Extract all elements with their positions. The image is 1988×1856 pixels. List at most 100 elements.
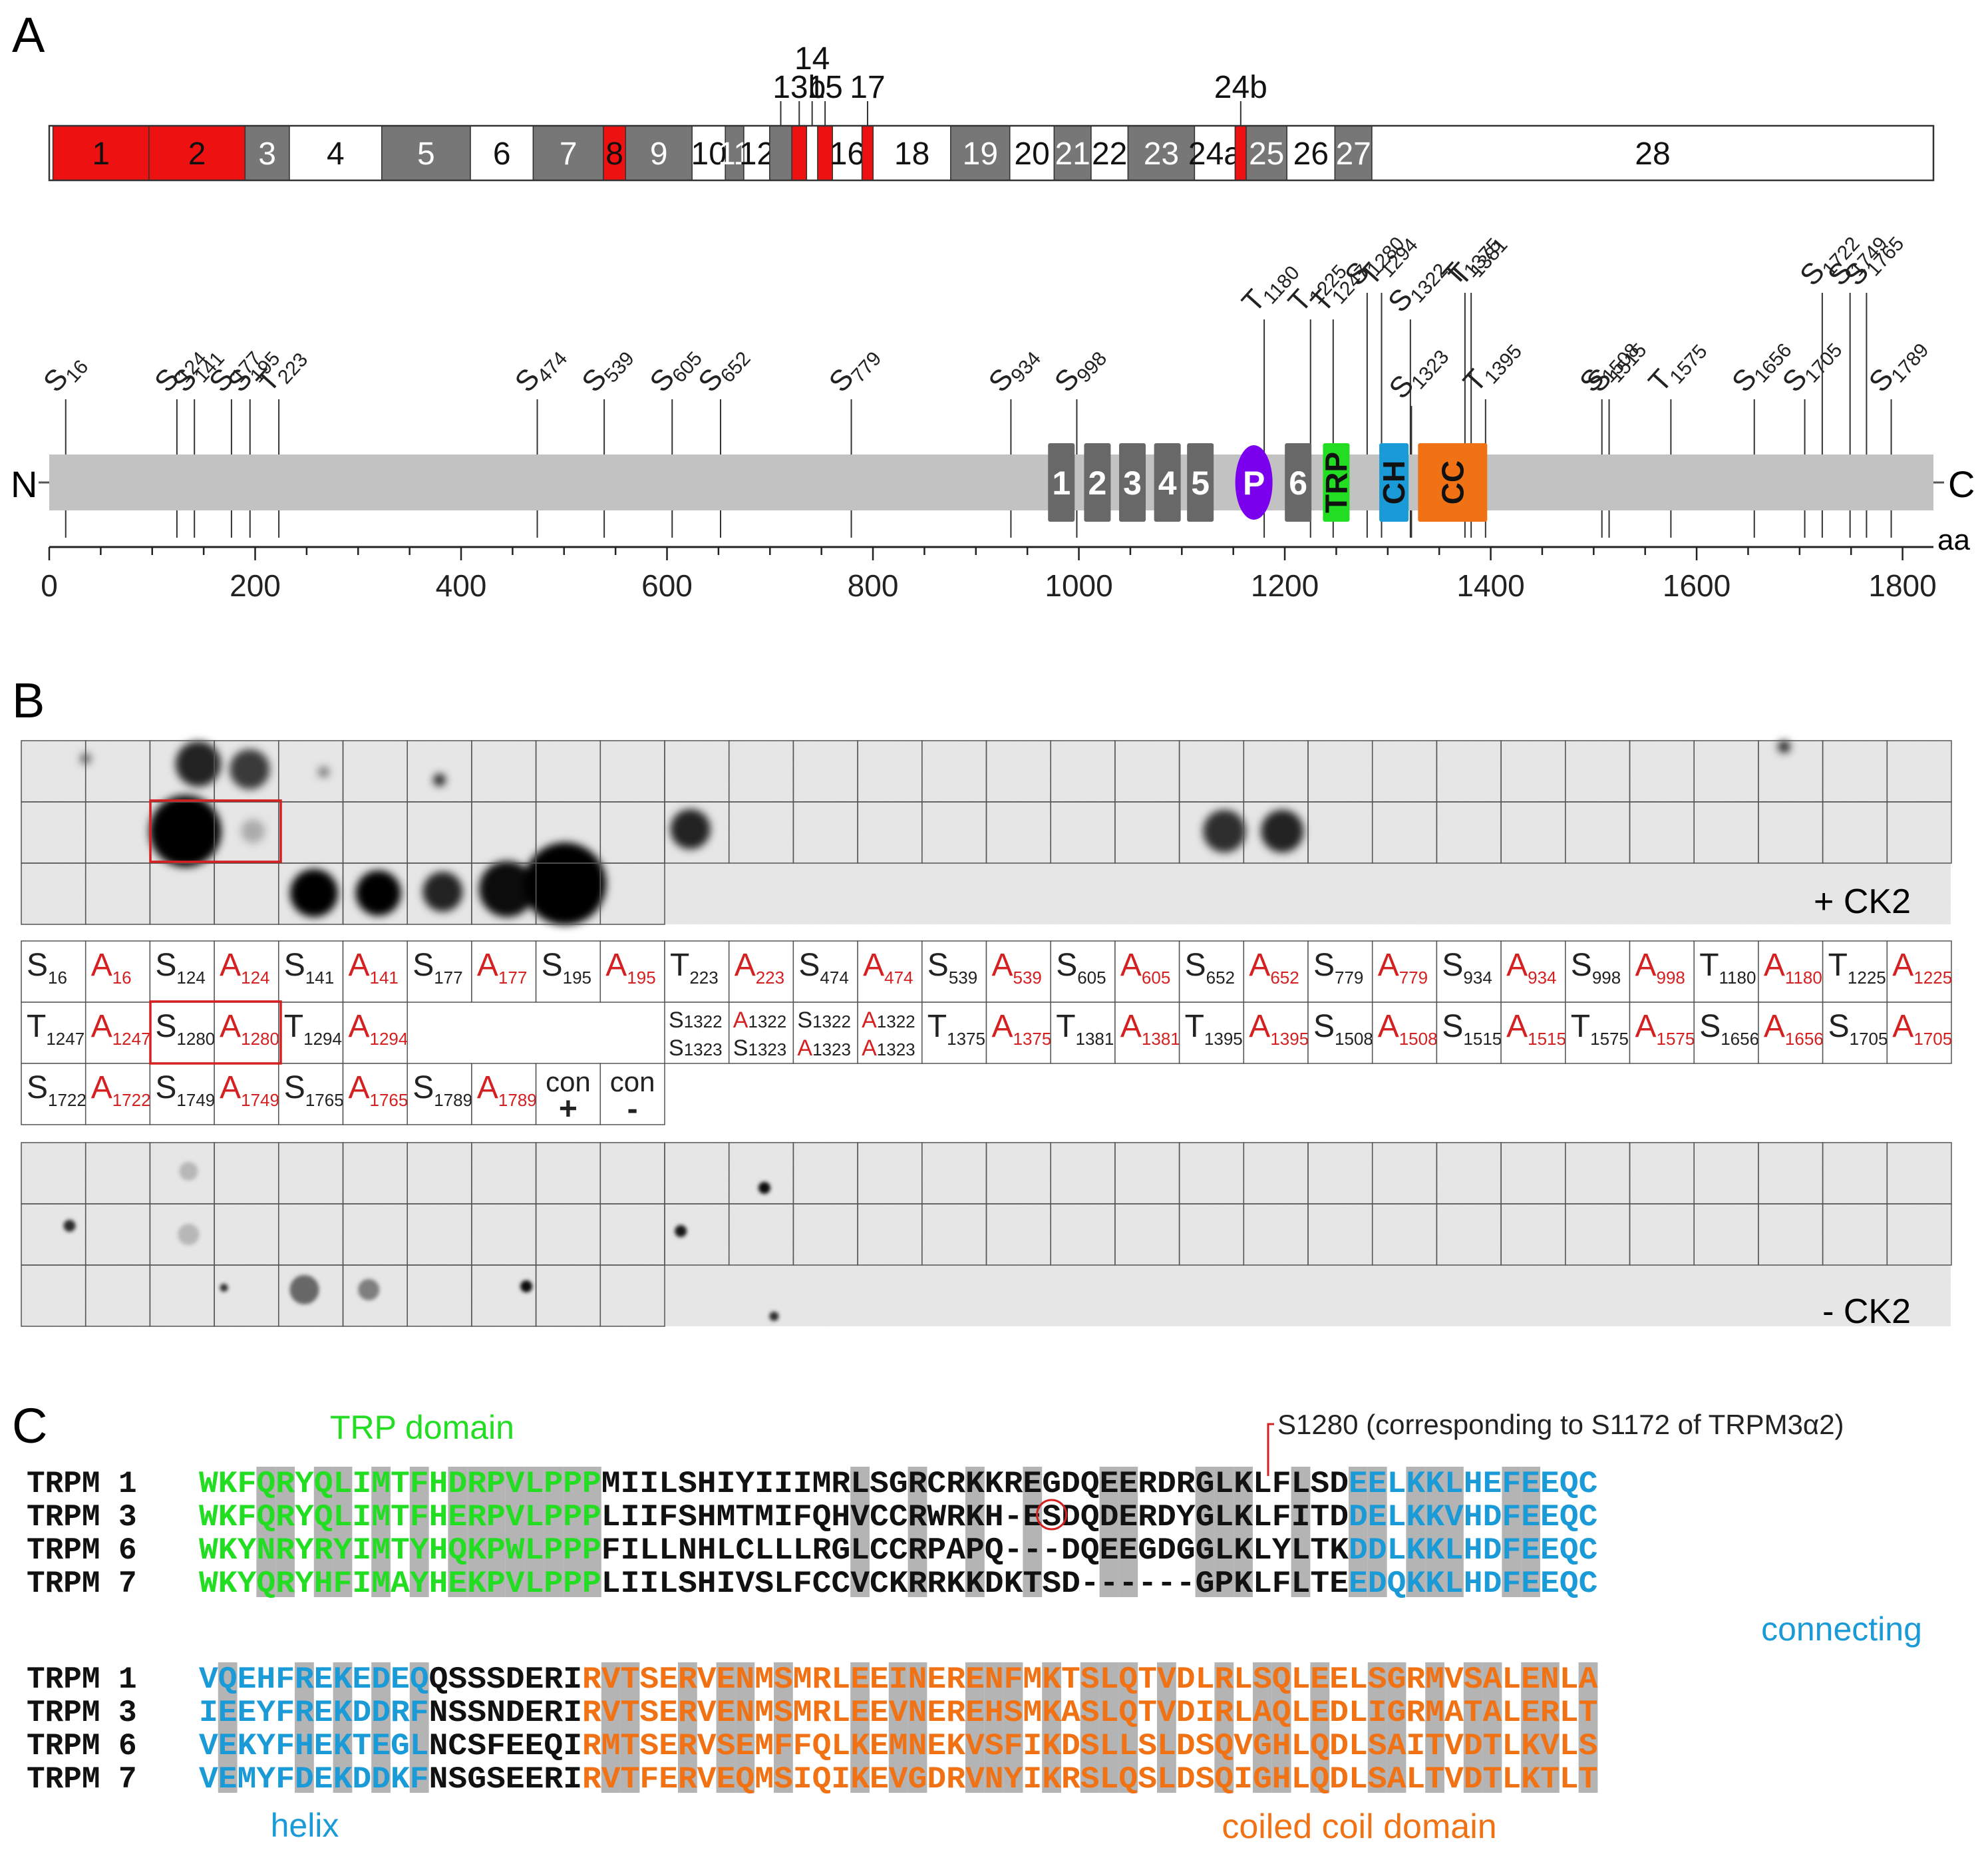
exon-label-17: 17: [850, 70, 885, 105]
control-label: con: [610, 1066, 655, 1097]
conservation-shade: [1099, 1662, 1119, 1793]
exon-label-28: 28: [1635, 136, 1670, 172]
peptide-cell: [472, 1002, 536, 1063]
conservation-shade: [371, 1662, 391, 1793]
domain-3: [1119, 443, 1146, 522]
exon-label-19: 19: [963, 136, 998, 172]
site-label-T1575: T1575: [1642, 330, 1711, 401]
exon-24b: [1234, 125, 1247, 181]
conservation-shade: [409, 1662, 429, 1793]
peptide-label: S1656: [1699, 1009, 1759, 1049]
blot-minus-ck2: - CK2: [21, 1142, 1952, 1331]
conservation-shade: [524, 1467, 544, 1597]
peptide-cell: [1822, 940, 1888, 1003]
peptide-cell: [1114, 1002, 1180, 1064]
peptide-label: S474: [798, 948, 848, 988]
axis-tick-label-1800: 1800: [1868, 568, 1936, 603]
peptide-cell: [1886, 1002, 1952, 1064]
s1280-pointer: [1267, 1423, 1274, 1476]
peptide-label: A1789: [477, 1070, 537, 1110]
sequence-row: WKFQRYQLIMTFHERPVLPPP LIIFSHMTMIFQHVCCRWR…: [199, 1500, 1597, 1535]
peptide-label: A141: [349, 948, 399, 988]
conservation-shade: [1521, 1467, 1540, 1597]
domain-ch: [1379, 443, 1409, 522]
domain-6: [1285, 443, 1312, 522]
sequence-row: IEEYFREKDDRF NSSNDERI RVTSERVENMSMRLEEVNER…: [199, 1696, 1597, 1730]
conservation-shade: [620, 1662, 640, 1793]
sequence-name: TRPM 3: [27, 1696, 137, 1730]
peptide-label: A474: [863, 948, 913, 988]
conservation-shade: [1080, 1662, 1100, 1793]
peptide-label: S934: [1442, 948, 1492, 988]
exon-16: [832, 125, 863, 181]
s1280-site-label: S1280 (corresponding to S1172 of TRPM3α2…: [1277, 1409, 1844, 1440]
peptide-cell: [1500, 940, 1566, 1003]
exon-label-13a: 13a: [754, 70, 807, 105]
exon-label-20: 20: [1014, 136, 1049, 172]
exon-label-14: 14: [794, 41, 830, 77]
axis-tick-label-800: 800: [848, 568, 899, 603]
blot-spot: [422, 872, 463, 912]
conservation-shade: [505, 1467, 525, 1597]
conservation-shade: [218, 1662, 238, 1793]
conservation-shade: [735, 1662, 755, 1793]
peptide-cell: [535, 940, 601, 1003]
conservation-shade: [965, 1662, 985, 1793]
exon-28: [1371, 125, 1934, 181]
domain-1: [1048, 443, 1075, 522]
conservation-shade: [1195, 1467, 1215, 1597]
peptide-label: S1765: [284, 1070, 344, 1110]
sequence-name: TRPM 1: [27, 1662, 137, 1697]
peptide-label: T1375: [927, 1009, 985, 1049]
trp-domain-label: TRP domain: [330, 1409, 514, 1446]
peptide-label: A605: [1120, 948, 1170, 988]
site-label-S998: S998: [1048, 337, 1111, 401]
peptide-cell: [921, 1002, 987, 1064]
conservation-shade: [965, 1467, 985, 1597]
domain-cc: [1418, 443, 1488, 522]
blot-spot: [358, 1279, 380, 1300]
sequence-row: WKYNRYRYIMTYHQKPWLPPP FILLNHLCLLLRGLCCRPA…: [199, 1533, 1597, 1568]
exon-10: [691, 125, 726, 181]
conservation-shade: [1271, 1662, 1291, 1793]
conservation-shade: [1521, 1662, 1540, 1793]
peptide-cell: [1886, 940, 1952, 1003]
site-label-S1789: S1789: [1863, 329, 1933, 401]
sequence-row: VEMYFDEKDDKF NSGSEERI RVTFERVEQMSIQIKEVGDR…: [199, 1762, 1597, 1797]
peptide-label: A124: [220, 948, 269, 988]
conservation-shade: [1578, 1662, 1598, 1793]
peptide-label: T1225: [1828, 948, 1886, 988]
peptide-label: A1323: [862, 1035, 915, 1061]
site-label-S934: S934: [982, 337, 1045, 401]
exon-label-26: 26: [1293, 136, 1329, 172]
connecting-label: connecting: [1761, 1610, 1922, 1648]
peptide-label: S1323: [733, 1035, 787, 1061]
peptide-cell: [214, 1063, 279, 1125]
peptide-cell: [407, 1063, 472, 1125]
peptide-cell: [1758, 1002, 1824, 1064]
exon-label-23: 23: [1144, 136, 1179, 172]
peptide-cell: [149, 1063, 215, 1125]
peptide-label: A1575: [1635, 1009, 1695, 1049]
domain-label-6: 6: [1289, 464, 1307, 502]
conservation-shade: [908, 1467, 927, 1597]
conservation-shade: [1349, 1467, 1368, 1597]
peptide-cell: [1629, 1002, 1695, 1064]
peptide-label: S539: [927, 948, 977, 988]
peptide-cell: [84, 1002, 151, 1064]
exon-label-27: 27: [1335, 136, 1371, 172]
peptide-label: A1508: [1378, 1009, 1438, 1049]
axis-unit-label: aa: [1937, 524, 1970, 556]
axis-tick-label-0: 0: [41, 568, 58, 603]
exon-label-15: 15: [807, 70, 842, 105]
peptide-label: A1375: [992, 1009, 1052, 1049]
conservation-shade: [888, 1662, 908, 1793]
sequence-name: TRPM 7: [27, 1567, 137, 1601]
exon-label-10: 10: [691, 136, 727, 172]
peptide-label: A1294: [349, 1009, 409, 1049]
helix-label: helix: [271, 1807, 339, 1844]
conservation-shade: [1540, 1662, 1560, 1793]
grid-cell: [1886, 801, 1952, 864]
exon-label-3: 3: [258, 136, 276, 172]
peptide-cell: [1050, 1002, 1116, 1064]
